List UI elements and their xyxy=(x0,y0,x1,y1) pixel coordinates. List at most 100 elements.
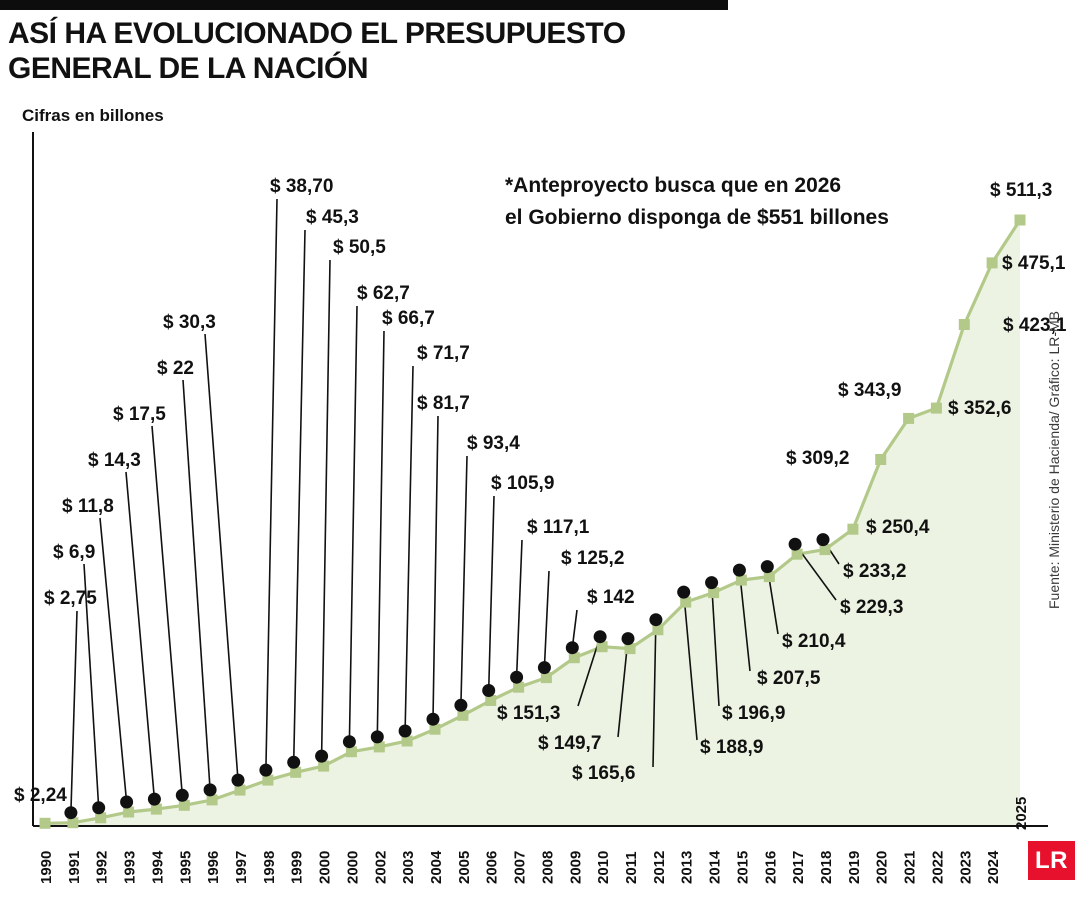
leader-dot xyxy=(92,801,106,815)
chart-units-label: Cifras en billones xyxy=(22,106,164,125)
leader-dot xyxy=(788,537,802,551)
x-axis-label: 2015 xyxy=(734,851,751,884)
data-point-marker xyxy=(1014,214,1026,226)
label-leader-line xyxy=(204,333,239,781)
data-point-marker xyxy=(540,672,552,684)
x-axis-label: 1993 xyxy=(122,851,139,884)
value-label: $ 71,7 xyxy=(417,343,470,364)
value-label: $ 511,3 xyxy=(990,180,1052,201)
x-axis-label: 1994 xyxy=(149,850,166,884)
leader-dot xyxy=(760,560,774,574)
data-point-marker xyxy=(345,746,357,758)
page-title: ASÍ HA EVOLUCIONADO EL PRESUPUESTO GENER… xyxy=(8,16,626,86)
value-label: $ 343,9 xyxy=(838,380,901,401)
leader-dot xyxy=(565,641,579,655)
leader-dot xyxy=(342,735,356,749)
value-label: $ 117,1 xyxy=(527,517,590,538)
label-leader-line xyxy=(487,495,495,691)
leader-dot xyxy=(259,763,273,777)
value-label: $ 151,3 xyxy=(497,703,560,724)
data-point-marker xyxy=(847,523,859,535)
leader-dot xyxy=(315,749,329,763)
x-axis-label: 2016 xyxy=(762,851,779,884)
label-leader-line xyxy=(292,229,306,763)
data-point-marker xyxy=(568,652,580,664)
leader-dot xyxy=(816,533,830,547)
label-leader-line xyxy=(348,305,358,742)
x-axis-label: 2006 xyxy=(484,851,501,884)
x-axis-label: 2000 xyxy=(344,851,361,884)
leader-dot xyxy=(175,788,189,802)
x-axis-label: 2023 xyxy=(957,851,974,884)
label-leader-line xyxy=(577,636,601,707)
value-label: $ 22 xyxy=(157,358,194,379)
label-leader-line xyxy=(83,563,100,808)
value-label: $ 309,2 xyxy=(786,448,849,469)
data-point-marker xyxy=(401,735,413,747)
x-axis-label: 2020 xyxy=(874,851,891,884)
value-label: $ 423,1 xyxy=(1003,315,1067,336)
label-leader-line xyxy=(376,330,385,737)
value-label: $ 229,3 xyxy=(840,597,903,618)
data-point-marker xyxy=(735,574,747,586)
value-label: $ 11,8 xyxy=(62,496,114,517)
leader-dot xyxy=(147,792,161,806)
chart-annotation-line2: el Gobierno disponga de $551 billones xyxy=(505,206,889,229)
data-point-marker xyxy=(150,803,162,815)
value-label: $ 30,3 xyxy=(163,312,216,333)
label-leader-line xyxy=(432,415,439,720)
leader-dot xyxy=(705,576,719,590)
lr-logo: LR xyxy=(1028,841,1075,880)
data-point-marker xyxy=(624,643,636,655)
value-label: $ 250,4 xyxy=(866,517,930,538)
x-axis-label: 1999 xyxy=(289,851,306,884)
value-label: $ 165,6 xyxy=(572,763,635,784)
data-point-marker xyxy=(178,799,190,811)
data-point-marker xyxy=(39,817,51,829)
x-axis-label: 2019 xyxy=(846,851,863,884)
x-axis-label: 2018 xyxy=(818,851,835,884)
value-label: $ 352,6 xyxy=(948,398,1011,419)
lr-logo-text: LR xyxy=(1028,841,1075,880)
data-point-marker xyxy=(234,784,246,796)
leader-dot xyxy=(649,613,663,627)
data-point-marker xyxy=(123,806,135,818)
x-axis-label: 1995 xyxy=(177,851,194,884)
x-axis-label: 1992 xyxy=(94,851,111,884)
value-label: $ 6,9 xyxy=(53,542,95,563)
value-label: $ 14,3 xyxy=(88,450,141,471)
x-axis-label: 2003 xyxy=(400,851,417,884)
leader-dot xyxy=(482,684,496,697)
x-axis-label: 2013 xyxy=(679,851,696,884)
data-point-marker xyxy=(206,794,218,806)
data-point-marker xyxy=(986,257,998,269)
value-label: $ 81,7 xyxy=(417,393,470,414)
leader-dot xyxy=(370,730,384,744)
x-axis-label: 1997 xyxy=(233,851,250,884)
value-label: $ 105,9 xyxy=(491,473,554,494)
x-axis-label: 2007 xyxy=(512,851,529,884)
value-label: $ 475,1 xyxy=(1002,253,1066,274)
x-axis-label: 1991 xyxy=(66,851,83,884)
leader-dot xyxy=(537,661,551,675)
data-point-marker xyxy=(903,412,915,424)
x-axis-label: 2010 xyxy=(595,851,612,884)
data-point-marker xyxy=(819,544,831,556)
chart-annotation-line1: *Anteproyecto busca que en 2026 xyxy=(505,174,842,197)
x-axis-label: 2008 xyxy=(539,851,556,884)
label-leader-line xyxy=(460,455,468,706)
data-point-marker xyxy=(652,624,664,636)
label-leader-line xyxy=(70,610,78,813)
label-leader-line xyxy=(738,570,751,672)
data-point-marker xyxy=(485,695,497,706)
leader-dot xyxy=(732,563,746,577)
label-leader-line xyxy=(182,379,211,790)
data-point-marker xyxy=(373,741,385,753)
value-label: $ 233,2 xyxy=(843,561,906,582)
leader-dot xyxy=(287,755,301,769)
label-leader-line xyxy=(99,517,128,803)
label-leader-line xyxy=(265,198,278,771)
value-label: $ 93,4 xyxy=(467,433,520,454)
page-title-line2: GENERAL DE LA NACIÓN xyxy=(8,52,369,85)
